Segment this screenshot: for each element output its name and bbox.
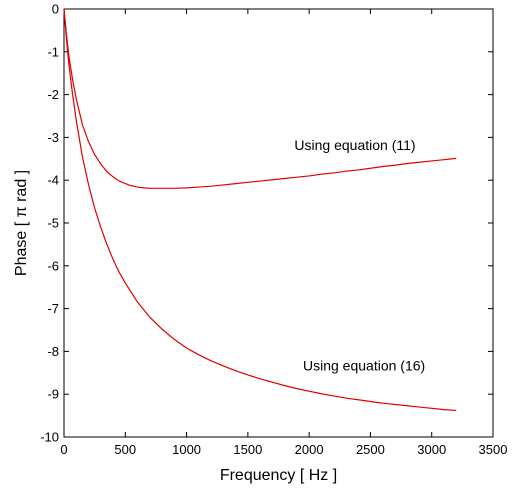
y-tick-label: -9 xyxy=(47,387,59,402)
y-axis-title: Phase [ π rad ] xyxy=(13,170,30,276)
x-tick-label: 1500 xyxy=(233,442,262,457)
y-tick-label: -3 xyxy=(47,130,59,145)
plot-frame xyxy=(63,8,494,438)
y-tick-label: -10 xyxy=(40,430,59,445)
axis-ticks: 0 500 1000 1500 2000 2500 3000 3500 0 -1 -2 -3 -4 -5 -… xyxy=(40,2,507,458)
x-tick-label: 2000 xyxy=(295,442,324,457)
series-line-2 xyxy=(63,8,457,412)
series-line-1 xyxy=(63,8,457,189)
y-tick-label: -2 xyxy=(47,87,59,102)
y-tick-label: 0 xyxy=(52,2,59,17)
y-tick-label: -7 xyxy=(47,301,59,316)
y-tick-label: -6 xyxy=(47,258,59,273)
x-axis-title: Frequency [ Hz ] xyxy=(220,467,337,484)
y-tick-label: -8 xyxy=(47,344,59,359)
series-lines xyxy=(63,8,457,412)
y-tick-label: -5 xyxy=(47,216,59,231)
x-tick-label: 500 xyxy=(114,442,136,457)
annotations: Using equation (11) Using equation (16) xyxy=(294,137,425,373)
y-tick-label: -1 xyxy=(47,44,59,59)
x-tick-label: 3000 xyxy=(417,442,446,457)
x-tick-label: 3500 xyxy=(479,442,508,457)
x-tick-label: 0 xyxy=(60,442,67,457)
y-tick-label: -4 xyxy=(47,173,59,188)
x-tick-label: 2500 xyxy=(356,442,385,457)
series-annotation-1: Using equation (11) xyxy=(294,137,415,153)
series-annotation-2: Using equation (16) xyxy=(303,358,425,374)
x-tick-label: 1000 xyxy=(172,442,201,457)
